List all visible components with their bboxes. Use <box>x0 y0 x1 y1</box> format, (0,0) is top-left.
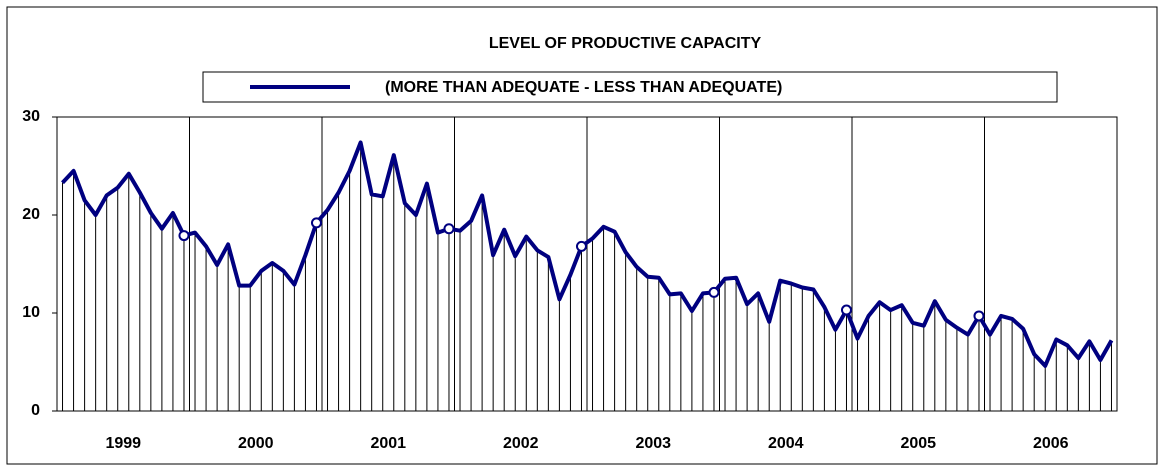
x-tick-label: 2000 <box>238 435 274 452</box>
x-tick-label: 2006 <box>1033 435 1069 452</box>
legend-label: (MORE THAN ADEQUATE - LESS THAN ADEQUATE… <box>385 79 782 96</box>
point-marker <box>840 304 852 316</box>
chart-title: LEVEL OF PRODUCTIVE CAPACITY <box>489 35 762 52</box>
x-tick-label: 1999 <box>105 435 141 452</box>
x-tick-label: 2003 <box>635 435 671 452</box>
series-line <box>61 140 1114 368</box>
x-tick-label: 2002 <box>503 435 539 452</box>
point-marker <box>575 240 587 252</box>
x-tick-label: 2005 <box>900 435 936 452</box>
x-tick-label: 2004 <box>768 435 804 452</box>
point-marker <box>310 217 322 229</box>
x-tick-label: 2001 <box>370 435 406 452</box>
y-tick-label: 0 <box>31 402 40 419</box>
y-tick-label: 20 <box>22 206 40 223</box>
point-marker <box>708 286 720 298</box>
point-marker <box>973 310 985 322</box>
point-marker <box>443 223 455 235</box>
y-tick-label: 10 <box>22 304 40 321</box>
plot-frame <box>56 116 1118 412</box>
y-tick-label: 30 <box>22 108 40 125</box>
point-marker <box>178 230 190 242</box>
